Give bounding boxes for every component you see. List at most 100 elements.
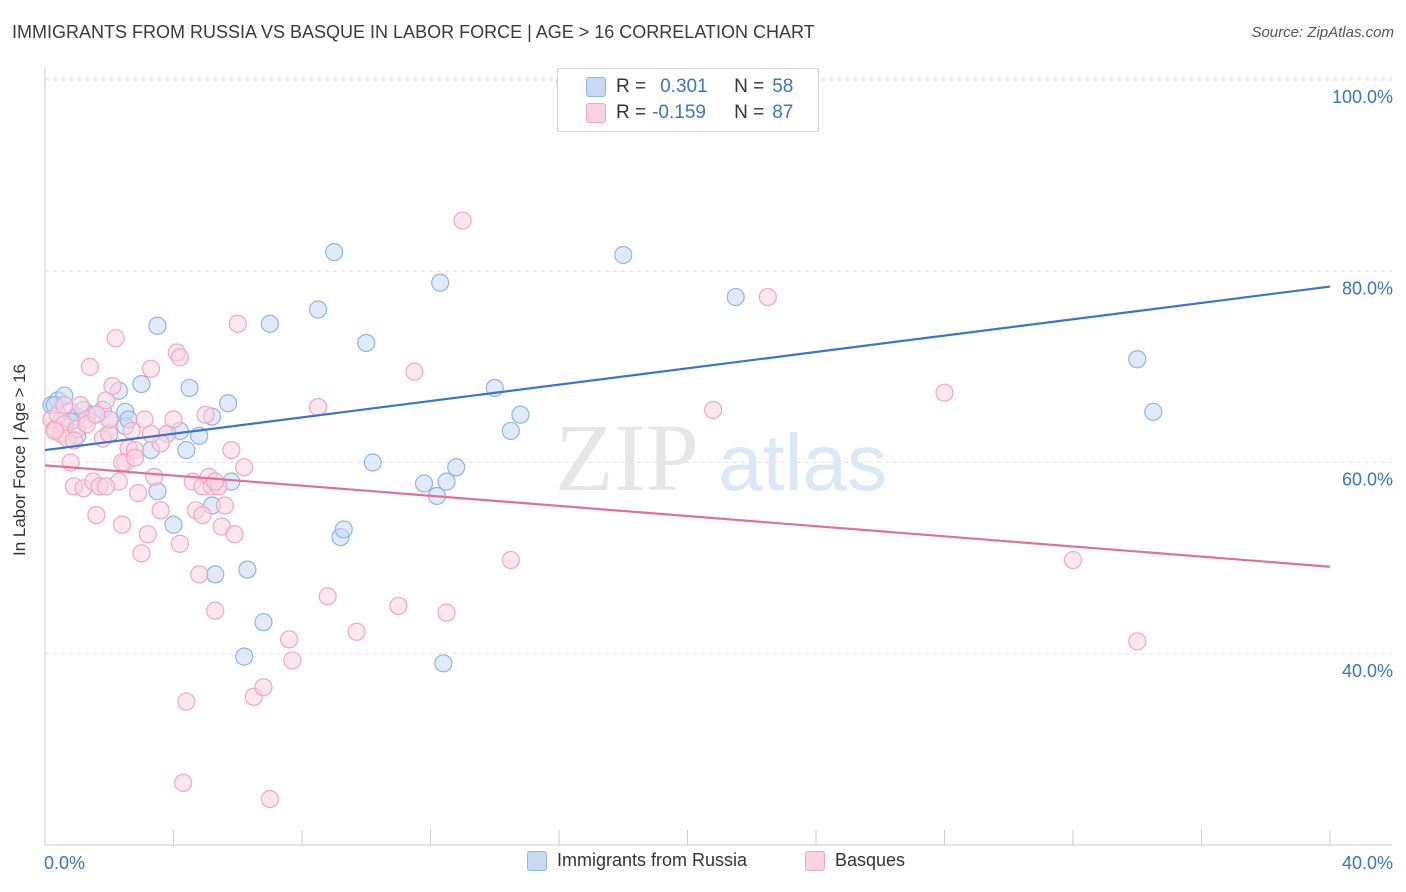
point-basques xyxy=(87,505,106,525)
point-basques xyxy=(501,550,520,570)
point-russia xyxy=(1128,350,1147,369)
point-russia xyxy=(254,613,273,632)
point-russia xyxy=(308,300,328,319)
n-label: N = xyxy=(734,102,765,123)
y-tick-label: 100.0% xyxy=(1332,87,1393,107)
point-basques xyxy=(935,383,954,402)
legend-swatch-russia xyxy=(527,850,547,871)
point-russia xyxy=(1144,402,1163,421)
point-basques xyxy=(174,773,193,792)
trend-line-basques xyxy=(44,464,1331,568)
stats-swatch-russia xyxy=(586,77,606,97)
legend-item-russia[interactable]: Immigrants from Russia xyxy=(527,850,747,871)
point-basques xyxy=(222,440,241,460)
point-basques xyxy=(103,376,122,396)
watermark-atlas: atlas xyxy=(718,418,887,507)
point-russia xyxy=(334,520,353,539)
point-basques xyxy=(80,357,100,376)
legend-label-russia: Immigrants from Russia xyxy=(557,850,748,870)
point-russia xyxy=(238,560,257,579)
point-basques xyxy=(206,472,225,491)
legend-label-basques: Basques xyxy=(835,850,906,870)
point-russia xyxy=(148,316,167,335)
point-basques xyxy=(437,603,456,622)
point-basques xyxy=(308,397,328,417)
watermark-zip: ZIP xyxy=(555,404,699,511)
point-basques xyxy=(1063,550,1083,570)
point-basques xyxy=(193,505,212,525)
point-russia xyxy=(219,394,238,413)
stats-swatch-basques xyxy=(586,103,606,123)
point-russia xyxy=(177,440,196,460)
legend-item-basques[interactable]: Basques xyxy=(805,850,905,871)
stats-row-basques: R = -0.159 N = 87 xyxy=(616,100,793,126)
source-label: Source: ZipAtlas.com xyxy=(1251,24,1394,41)
point-basques xyxy=(1128,632,1147,651)
r-value: -0.159 xyxy=(652,102,706,123)
point-basques xyxy=(141,359,161,378)
tick-labels: 40.0% 60.0% 80.0% 100.0% 0.0% 40.0% xyxy=(44,87,1393,873)
y-tick-label: 80.0% xyxy=(1342,278,1393,298)
watermark: ZIP atlas xyxy=(555,404,887,511)
point-basques xyxy=(170,534,190,553)
r-label: R = xyxy=(616,102,647,123)
point-russia xyxy=(357,333,376,353)
point-basques xyxy=(235,458,254,477)
n-label: N = xyxy=(734,76,765,97)
point-basques xyxy=(215,496,234,515)
x-tick-label: 40.0% xyxy=(1342,853,1393,873)
y-tick-label: 40.0% xyxy=(1342,661,1393,681)
point-basques xyxy=(129,484,148,503)
point-basques xyxy=(177,692,196,711)
point-russia xyxy=(437,472,456,491)
chart-title: IMMIGRANTS FROM RUSSIA VS BASQUE IN LABO… xyxy=(12,22,815,42)
point-russia xyxy=(501,421,520,441)
n-value: 87 xyxy=(772,102,794,123)
point-basques xyxy=(196,405,215,424)
point-basques xyxy=(190,565,209,584)
point-basques xyxy=(280,630,299,649)
point-basques xyxy=(254,678,273,697)
axes xyxy=(44,68,1392,846)
point-russia xyxy=(363,453,382,472)
point-basques xyxy=(96,477,116,496)
point-basques xyxy=(141,424,161,443)
point-basques xyxy=(405,362,424,381)
point-basques xyxy=(45,421,64,441)
point-basques xyxy=(164,410,183,429)
point-basques xyxy=(318,587,337,606)
point-basques xyxy=(389,596,408,616)
point-russia xyxy=(325,243,344,262)
point-russia xyxy=(206,565,225,584)
legend-swatch-basques xyxy=(805,850,825,871)
point-basques xyxy=(125,448,145,467)
point-basques xyxy=(283,651,302,670)
point-basques xyxy=(170,348,190,367)
point-russia xyxy=(511,405,530,424)
point-basques xyxy=(225,525,244,544)
point-basques xyxy=(87,405,106,424)
point-basques xyxy=(758,287,777,307)
stats-row-russia: R = 0.301 N = 58 xyxy=(616,74,793,100)
point-russia xyxy=(414,474,434,493)
point-basques xyxy=(228,314,247,333)
trend-lines xyxy=(44,285,1331,568)
point-russia xyxy=(726,287,745,307)
trend-line-russia xyxy=(44,285,1331,452)
point-basques xyxy=(347,622,366,641)
point-basques xyxy=(151,501,170,520)
point-basques xyxy=(260,789,279,809)
point-basques xyxy=(145,467,164,486)
point-basques xyxy=(106,329,125,348)
point-basques xyxy=(704,400,723,420)
point-russia xyxy=(434,654,453,673)
stats-box: R = 0.301 N = 58 R = -0.159 N = 87 xyxy=(557,68,819,132)
n-value: 58 xyxy=(772,76,794,97)
point-russia xyxy=(164,515,183,534)
point-russia xyxy=(447,458,466,477)
point-basques xyxy=(453,211,472,230)
r-label: R = xyxy=(616,76,647,97)
point-russia xyxy=(260,314,279,333)
point-basques xyxy=(206,601,225,620)
